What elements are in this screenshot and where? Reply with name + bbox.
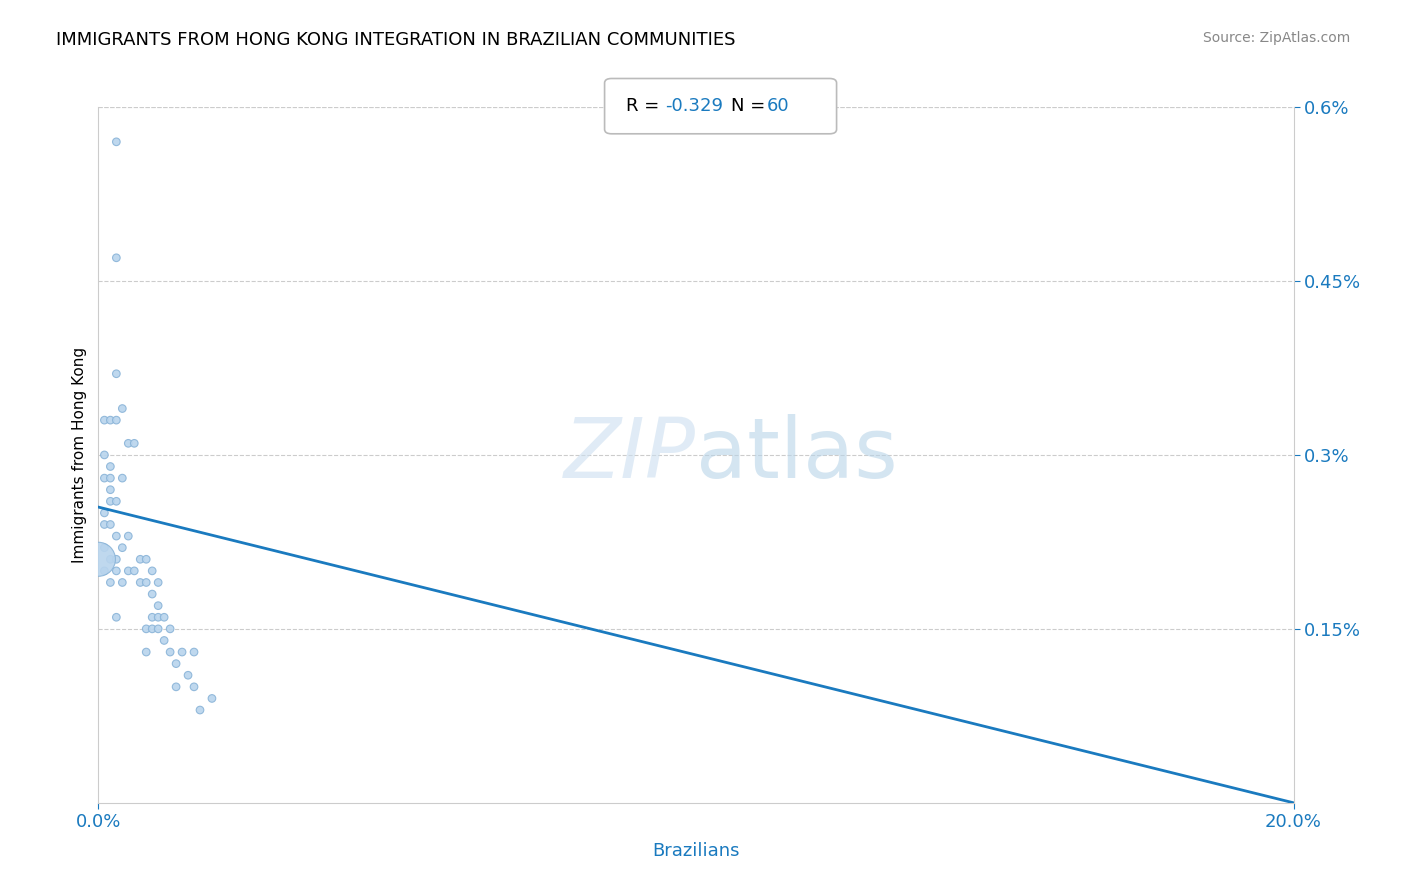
- Point: [105, 135, 128, 149]
- Point: [98, 459, 122, 474]
- Point: [98, 552, 122, 566]
- Point: [135, 622, 157, 636]
- Point: [148, 610, 170, 624]
- Point: [105, 552, 128, 566]
- Point: [165, 680, 187, 694]
- Point: [117, 564, 139, 578]
- Point: [98, 575, 122, 590]
- Point: [148, 599, 170, 613]
- Point: [141, 610, 163, 624]
- Point: [105, 413, 128, 427]
- Point: [135, 575, 157, 590]
- Point: [159, 645, 181, 659]
- Point: [93, 413, 115, 427]
- Point: [93, 471, 115, 485]
- Text: Source: ZipAtlas.com: Source: ZipAtlas.com: [1202, 31, 1350, 45]
- Point: [188, 703, 211, 717]
- Point: [117, 529, 139, 543]
- Point: [98, 483, 122, 497]
- Point: [93, 506, 115, 520]
- Point: [148, 575, 170, 590]
- Point: [153, 610, 176, 624]
- Point: [124, 564, 146, 578]
- Point: [183, 645, 205, 659]
- Text: 60: 60: [766, 97, 789, 115]
- Text: R =: R =: [626, 97, 665, 115]
- Point: [93, 517, 115, 532]
- Point: [129, 552, 152, 566]
- Point: [141, 587, 163, 601]
- Point: [183, 680, 205, 694]
- Point: [105, 494, 128, 508]
- Point: [98, 517, 122, 532]
- Point: [148, 622, 170, 636]
- Point: [98, 471, 122, 485]
- Point: [117, 436, 139, 450]
- Point: [111, 541, 134, 555]
- Point: [93, 564, 115, 578]
- Point: [105, 367, 128, 381]
- Point: [98, 413, 122, 427]
- Point: [93, 448, 115, 462]
- Point: [129, 575, 152, 590]
- Point: [111, 401, 134, 416]
- Text: N =: N =: [731, 97, 770, 115]
- Point: [98, 494, 122, 508]
- Point: [159, 622, 181, 636]
- Point: [105, 251, 128, 265]
- Point: [165, 657, 187, 671]
- Point: [93, 541, 115, 555]
- Point: [172, 645, 194, 659]
- Point: [201, 691, 224, 706]
- Point: [177, 668, 200, 682]
- Point: [87, 552, 110, 566]
- Point: [111, 471, 134, 485]
- Point: [124, 436, 146, 450]
- Y-axis label: Immigrants from Hong Kong: Immigrants from Hong Kong: [72, 347, 87, 563]
- Point: [153, 633, 176, 648]
- Point: [135, 645, 157, 659]
- Text: IMMIGRANTS FROM HONG KONG INTEGRATION IN BRAZILIAN COMMUNITIES: IMMIGRANTS FROM HONG KONG INTEGRATION IN…: [56, 31, 735, 49]
- X-axis label: Brazilians: Brazilians: [652, 842, 740, 860]
- Text: atlas: atlas: [696, 415, 897, 495]
- Point: [141, 622, 163, 636]
- Point: [105, 610, 128, 624]
- Point: [141, 564, 163, 578]
- Text: -0.329: -0.329: [665, 97, 723, 115]
- Point: [105, 564, 128, 578]
- Point: [111, 575, 134, 590]
- Point: [135, 552, 157, 566]
- Point: [105, 529, 128, 543]
- Text: ZIP: ZIP: [564, 415, 696, 495]
